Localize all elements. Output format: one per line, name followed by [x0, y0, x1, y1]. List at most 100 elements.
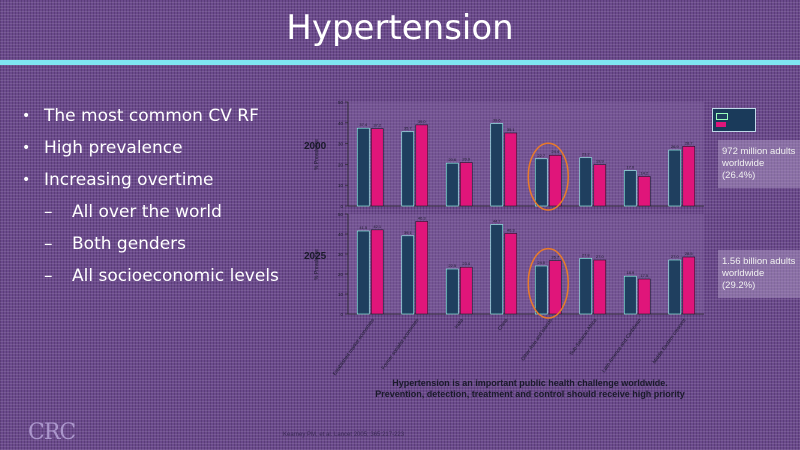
y-tick-label: 50: [338, 100, 344, 105]
bar-value-label: 28.7: [685, 140, 694, 145]
bar-women: [370, 229, 384, 315]
bar-women: [415, 221, 429, 315]
bar-men: [534, 158, 548, 207]
side-note-2000: 972 million adults worldwide (26.4%): [718, 140, 800, 188]
sub-bullet-text: All socioeconomic levels: [72, 266, 279, 286]
bar-value-label: 26.7: [551, 255, 560, 260]
y-tick-label: 40: [338, 121, 344, 126]
sub-bullet-item: – All over the world: [22, 196, 279, 228]
x-tick-label: Middle Eastern crescent: [652, 317, 688, 365]
bar-value-label: 14.2: [640, 170, 649, 175]
bar-women: [415, 124, 429, 207]
bar-value-label: 37.4: [359, 122, 368, 127]
x-tick-label: China: [497, 318, 510, 332]
bar-women: [593, 164, 607, 207]
caption-line-2: Prevention, detection, treatment and con…: [375, 389, 685, 399]
bar-value-label: 24.0: [537, 260, 546, 265]
y-tick-label: 0: [340, 312, 343, 317]
bar-value-label: 41.5: [359, 225, 368, 230]
bullet-item: • Increasing overtime: [22, 164, 279, 196]
bar-women: [548, 260, 562, 315]
y-tick-label: 10: [338, 183, 344, 188]
y-tick-label: 10: [338, 292, 344, 297]
dash-icon: –: [44, 202, 53, 222]
y-axis-label: % Prevalence: [314, 139, 320, 170]
legend-swatch-men: [716, 113, 728, 120]
chart-caption: Hypertension is an important public heal…: [330, 378, 730, 400]
bar-men: [579, 157, 593, 207]
bar-women: [459, 162, 473, 207]
bullet-item: • High prevalence: [22, 132, 279, 164]
bar-value-label: 35.7: [404, 126, 413, 131]
bar-value-label: 39.6: [493, 118, 502, 123]
bar-value-label: 42.1: [373, 224, 382, 229]
bullet-item: • The most common CV RF: [22, 100, 279, 132]
bar-men: [490, 224, 504, 315]
bar-value-label: 24.4: [551, 149, 560, 154]
sub-bullet-item: – All socioeconomic levels: [22, 260, 279, 292]
bar-value-label: 23.4: [462, 261, 471, 266]
sub-bullet-text: All over the world: [72, 202, 222, 222]
bar-value-label: 27.0: [671, 254, 680, 259]
bar-men: [356, 127, 370, 207]
bar-women: [682, 256, 696, 315]
x-tick-label: India: [454, 318, 465, 331]
plot-area: [348, 102, 704, 206]
x-tick-label: Established market economies: [332, 317, 376, 377]
bar-men: [445, 162, 459, 207]
bar-men: [579, 258, 593, 315]
caption-line-1: Hypertension is an important public heal…: [392, 378, 668, 388]
bar-men: [623, 275, 637, 315]
bar-women: [459, 266, 473, 315]
bar-value-label: 22.5: [448, 263, 457, 268]
y-tick-label: 40: [338, 232, 344, 237]
bar-men: [490, 123, 504, 207]
bar-men: [401, 235, 415, 315]
y-tick-label: 30: [338, 142, 344, 147]
x-tick-label: Sub-Saharan Africa: [569, 318, 599, 357]
bullet-dot-icon: •: [22, 172, 31, 188]
bar-value-label: 20.9: [462, 157, 471, 162]
bullet-text: High prevalence: [44, 138, 183, 158]
prevalence-figure: 2000% Prevalence 0 10 20 30 40 50 37.4 37.2 35.7 3…: [296, 96, 720, 396]
highlight-ellipse: [527, 247, 569, 319]
bar-men: [356, 230, 370, 315]
bar-value-label: 17.5: [640, 273, 649, 278]
bar-value-label: 17.0: [626, 165, 635, 170]
bar-women: [637, 176, 651, 207]
bar-men: [445, 268, 459, 315]
bullet-text: Increasing overtime: [44, 170, 214, 190]
highlight-ellipse: [527, 142, 569, 211]
bar-value-label: 39.1: [404, 230, 413, 235]
bar-value-label: 39.0: [418, 119, 427, 124]
side-note-2025: 1.56 billion adults worldwide (29.2%): [718, 250, 800, 298]
bullet-text: The most common CV RF: [44, 106, 259, 126]
bar-women: [504, 233, 518, 315]
legend-box: [712, 108, 756, 132]
bar-value-label: 28.5: [685, 251, 694, 256]
x-tick-label: Former socialist economies: [381, 317, 421, 371]
plot-area: [348, 214, 704, 314]
y-tick-label: 50: [338, 212, 344, 217]
y-tick-label: 0: [340, 204, 343, 209]
bar-value-label: 44.7: [493, 219, 502, 224]
reference-text: Kearney PM, et al. Lancet 2005; 365:217-…: [283, 432, 405, 438]
title-underline-bar: [0, 60, 800, 65]
bar-value-label: 23.2: [582, 152, 591, 157]
bar-value-label: 26.9: [671, 144, 680, 149]
sub-bullet-text: Both genders: [72, 234, 187, 254]
dash-icon: –: [44, 266, 53, 286]
bar-value-label: 46.3: [418, 215, 427, 220]
bar-value-label: 22.7: [537, 153, 546, 158]
bar-women: [370, 128, 384, 207]
bar-value-label: 40.3: [507, 227, 516, 232]
bar-women: [548, 154, 562, 207]
bar-value-label: 27.8: [582, 252, 591, 257]
bar-men: [534, 265, 548, 315]
bar-value-label: 27.0: [596, 254, 605, 259]
bar-value-label: 35.1: [507, 127, 516, 132]
bullet-list: • The most common CV RF • High prevalence …: [22, 100, 279, 292]
y-tick-label: 30: [338, 252, 344, 257]
bar-value-label: 18.9: [626, 270, 635, 275]
